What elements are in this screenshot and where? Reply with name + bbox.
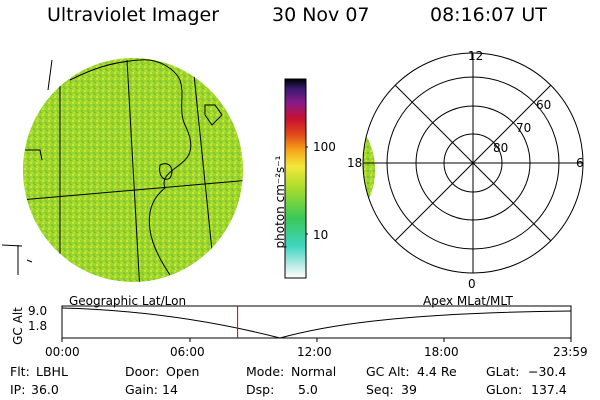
geographic-caption: Geographic Lat/Lon [69,294,187,308]
altitude-curve [61,307,572,339]
dsp-label: Dsp: [246,382,275,397]
orbit-x-tick-4: 23:59 [553,345,588,359]
coastline-island [204,104,223,126]
mlt-label-18: 18 [347,156,362,170]
polar-plot: 12 18 6 0 60 70 80 [347,49,584,288]
glon-value: 137.4 [531,382,567,397]
mlat-label-60: 60 [536,98,551,112]
grid-meridian-2 [126,59,141,282]
orbit-x-tick-2: 12:00 [297,345,332,359]
mlt-label-6: 6 [576,156,584,170]
status-footer: Flt: LBHL Door: Open Mode: Normal GC Alt… [0,364,600,400]
mlt-label-0: 0 [468,277,476,288]
gain-label: Gain: [125,382,158,397]
mode-value: Normal [291,364,337,379]
mode-label: Mode: [246,364,285,379]
grid-meridian-3 [192,64,216,281]
gcalt-label: GC Alt: [366,364,410,379]
seq-value: 39 [401,382,417,397]
colorbar [284,78,308,279]
orbit-y-tick-top: 9.0 [28,304,48,318]
orbit-x-tick-3: 18:00 [424,345,459,359]
seq-label: Seq: [366,382,394,397]
colorbar-label: photon cm⁻²s⁻¹ [273,155,287,249]
flt-value: LBHL [36,364,68,379]
orbit-x-tick-0: 00:00 [45,345,80,359]
glon-label: GLon: [486,382,523,397]
orbit-y-label: GC Alt [11,307,25,345]
flt-label: Flt: [10,364,30,379]
mlat-label-80: 80 [493,141,508,155]
instrument-title: Ultraviolet Imager [47,4,220,26]
dsp-value: 5.0 [298,382,318,397]
gcalt-value: 4.4 Re [417,364,457,379]
orbit-plot [61,305,572,342]
image-time: 08:16:07 UT [430,4,547,26]
grid-meridian-outside [17,59,53,275]
glat-label: GLat: [486,364,520,379]
mlt-label-12: 12 [468,49,483,63]
aurora-region [363,122,375,218]
ip-label: IP: [10,382,26,397]
door-label: Door: [125,364,160,379]
orbit-y-tick-bottom: 1.8 [28,319,48,333]
grid-parallel [23,179,243,201]
colorbar-tick-10: 10 [313,228,329,242]
apex-caption: Apex MLat/MLT [423,294,513,308]
glat-value: −30.4 [528,364,567,379]
door-value: Open [166,364,200,379]
mlat-label-70: 70 [516,121,531,135]
orbit-x-tick-1: 06:00 [170,345,205,359]
gain-value: 14 [162,382,178,397]
image-date: 30 Nov 07 [272,4,370,26]
coastline [69,59,192,276]
geographic-image [1,58,243,282]
ip-value: 36.0 [31,382,59,397]
colorbar-tick-100: 100 [313,140,336,154]
